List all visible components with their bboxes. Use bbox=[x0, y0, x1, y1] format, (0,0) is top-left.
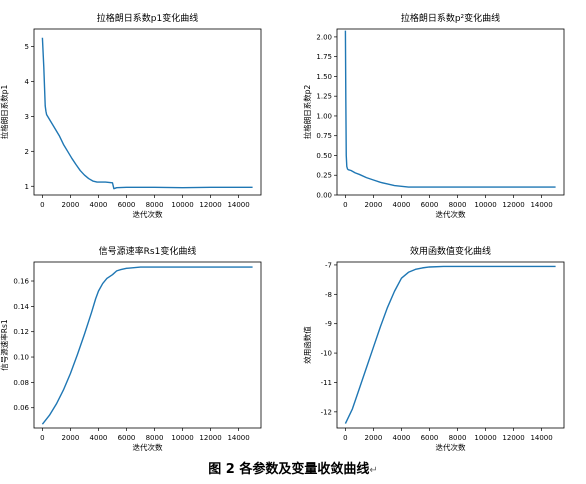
y-tick-label: 0.06 bbox=[13, 404, 29, 412]
plot-frame bbox=[33, 28, 262, 196]
y-tick-label: 2.00 bbox=[316, 33, 332, 41]
y-tick-label: 0.50 bbox=[316, 152, 332, 160]
series-line-1 bbox=[344, 30, 556, 188]
x-tick-label: 6000 bbox=[118, 201, 136, 209]
x-tick-label: 6000 bbox=[421, 434, 439, 442]
x-tick-label: 10000 bbox=[474, 201, 496, 209]
x-tick-label: 4000 bbox=[393, 434, 411, 442]
y-tick-label: 0.10 bbox=[13, 354, 29, 362]
x-tick-label: 6000 bbox=[421, 201, 439, 209]
x-tick-label: 14000 bbox=[530, 201, 552, 209]
x-axis-label: 迭代次数 bbox=[133, 209, 163, 219]
x-tick-label: 14000 bbox=[530, 434, 552, 442]
series-line-1 bbox=[41, 266, 253, 425]
y-tick-label: 2 bbox=[25, 148, 29, 156]
plot-frame bbox=[33, 261, 262, 429]
y-tick-label: -8 bbox=[325, 291, 332, 299]
y-tick-label: 0.75 bbox=[316, 132, 332, 140]
chart-panel-4: 效用函数值变化曲线 0 2000 4000 6000 8000 10000 12000 1400… bbox=[302, 245, 565, 452]
x-tick-label: 8000 bbox=[449, 434, 467, 442]
y-tick-label: 0.12 bbox=[13, 328, 29, 336]
plot-frame bbox=[336, 28, 565, 196]
chart-title: 信号源速率Rs1变化曲线 bbox=[99, 245, 197, 257]
y-tick-label: 1 bbox=[25, 183, 29, 191]
x-tick-label: 4000 bbox=[90, 434, 108, 442]
x-axis-label: 迭代次数 bbox=[133, 442, 163, 452]
y-tick-label: 0.00 bbox=[316, 192, 332, 200]
x-tick-label: 4000 bbox=[393, 201, 411, 209]
chart-panel-3: 信号源速率Rs1变化曲线 0 2000 4000 6000 8000 10000 12000 1… bbox=[0, 245, 262, 452]
x-tick-label: 4000 bbox=[90, 201, 108, 209]
y-tick-label: 0.08 bbox=[13, 379, 29, 387]
x-tick-label: 2000 bbox=[62, 201, 80, 209]
x-tick-label: 0 bbox=[40, 434, 44, 442]
y-tick-label: 1.00 bbox=[316, 112, 332, 120]
series-line-1 bbox=[41, 37, 253, 190]
x-tick-label: 2000 bbox=[365, 201, 383, 209]
y-tick-label: -12 bbox=[321, 408, 332, 416]
y-axis-label: 效用函数值 bbox=[302, 326, 312, 364]
series-line-1 bbox=[344, 265, 556, 424]
y-tick-label: 0.16 bbox=[13, 278, 29, 286]
y-tick-label: 0.25 bbox=[316, 172, 332, 180]
x-tick-label: 2000 bbox=[365, 434, 383, 442]
y-tick-label: 4 bbox=[25, 78, 30, 86]
figure-caption: 图 2 各参数及变量收敛曲线↵ bbox=[0, 458, 586, 477]
y-axis-label: 拉格朗日系数p1 bbox=[0, 85, 9, 140]
x-axis-label: 迭代次数 bbox=[436, 209, 466, 219]
y-tick-label: 1.25 bbox=[316, 93, 332, 101]
x-tick-label: 8000 bbox=[146, 434, 164, 442]
x-tick-label: 8000 bbox=[146, 201, 164, 209]
y-tick-label: 1.75 bbox=[316, 53, 332, 61]
y-tick-label: -7 bbox=[325, 261, 332, 269]
x-tick-label: 12000 bbox=[199, 201, 221, 209]
x-tick-label: 0 bbox=[343, 434, 347, 442]
y-tick-label: 0.14 bbox=[13, 303, 29, 311]
chart-panel-1: 拉格朗日系数p1变化曲线 0 2000 4000 6000 8000 10000 12000 1… bbox=[0, 12, 262, 219]
chart-title: 拉格朗日系数p1变化曲线 bbox=[97, 12, 198, 24]
plot-frame bbox=[336, 261, 565, 429]
x-tick-label: 6000 bbox=[118, 434, 136, 442]
x-tick-label: 14000 bbox=[227, 201, 249, 209]
figure-caption-text: 图 2 各参数及变量收敛曲线 bbox=[208, 462, 370, 477]
x-tick-label: 0 bbox=[343, 201, 347, 209]
x-tick-label: 8000 bbox=[449, 201, 467, 209]
y-tick-label: -9 bbox=[325, 320, 332, 328]
y-tick-label: 3 bbox=[25, 113, 29, 121]
x-tick-label: 0 bbox=[40, 201, 44, 209]
x-tick-label: 10000 bbox=[171, 434, 193, 442]
x-tick-label: 2000 bbox=[62, 434, 80, 442]
y-tick-label: 1.50 bbox=[316, 73, 332, 81]
y-tick-label: 5 bbox=[25, 43, 29, 51]
y-tick-label: -10 bbox=[321, 350, 332, 358]
paragraph-mark: ↵ bbox=[369, 465, 378, 476]
x-tick-label: 10000 bbox=[474, 434, 496, 442]
y-axis-label: 信号源速率Rs1 bbox=[0, 319, 9, 371]
x-tick-label: 14000 bbox=[227, 434, 249, 442]
chart-panel-2: 拉格朗日系数p²变化曲线 0 2000 4000 6000 8000 10000 12000 1… bbox=[302, 12, 565, 219]
y-axis-label: 拉格朗日系数p2 bbox=[302, 85, 312, 140]
chart-title: 拉格朗日系数p²变化曲线 bbox=[401, 12, 500, 24]
x-tick-label: 12000 bbox=[502, 201, 524, 209]
x-tick-label: 12000 bbox=[199, 434, 221, 442]
y-tick-label: -11 bbox=[321, 379, 332, 387]
x-axis-label: 迭代次数 bbox=[436, 442, 466, 452]
x-tick-label: 10000 bbox=[171, 201, 193, 209]
chart-title: 效用函数值变化曲线 bbox=[410, 245, 491, 257]
x-tick-label: 12000 bbox=[502, 434, 524, 442]
